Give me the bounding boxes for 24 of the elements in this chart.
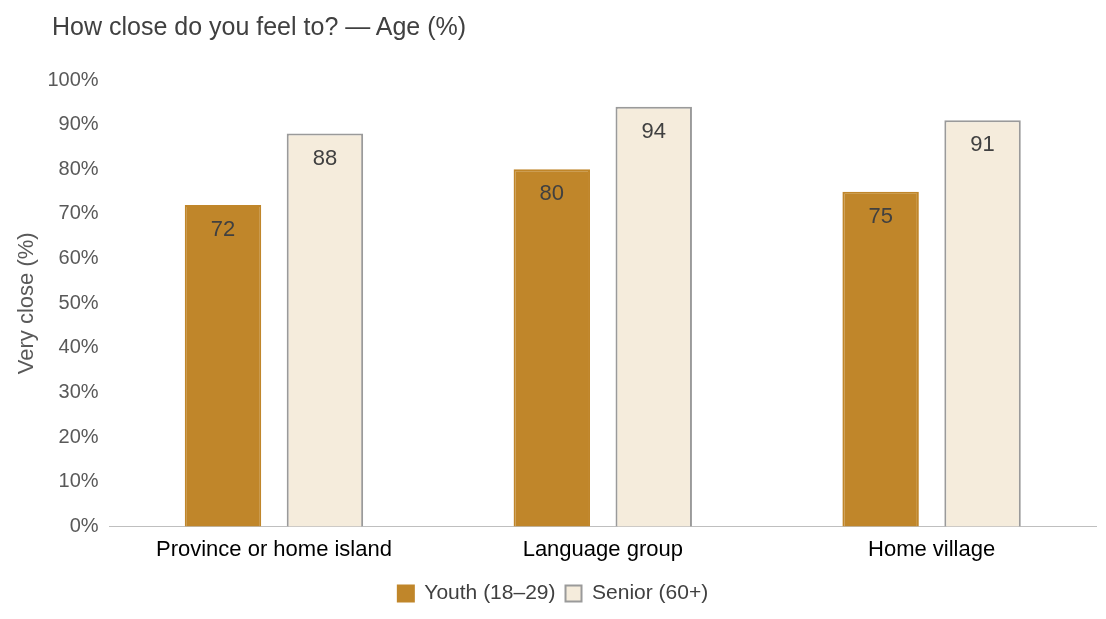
data-label: 91: [970, 131, 995, 157]
y-tick-label: 50%: [58, 290, 99, 313]
x-tick-label: Language group: [522, 535, 683, 561]
y-tick-label: 0%: [69, 514, 99, 537]
y-tick-label: 70%: [58, 201, 99, 224]
y-axis-title: Very close (%): [13, 232, 39, 375]
y-tick-label: 90%: [58, 112, 99, 135]
x-tick-label: Province or home island: [155, 535, 392, 561]
y-tick-label: 60%: [58, 246, 99, 269]
legend-label: Youth (18–29): [424, 580, 556, 604]
x-tick-label: Home village: [868, 535, 996, 561]
y-tick-label: 20%: [58, 424, 99, 447]
data-label: 72: [210, 216, 236, 242]
y-tick-label: 10%: [58, 469, 99, 492]
y-tick-label: 100%: [47, 67, 99, 90]
legend-label: Senior (60+): [592, 580, 709, 604]
y-tick-label: 40%: [58, 335, 99, 358]
y-tick-label: 30%: [58, 380, 99, 403]
data-label: 88: [312, 144, 338, 170]
y-tick-label: 80%: [58, 156, 99, 179]
data-label: 75: [868, 202, 893, 228]
chart-title: How close do you feel to? — Age (%): [52, 12, 467, 41]
data-label: 80: [539, 180, 565, 206]
data-label: 94: [641, 117, 666, 143]
